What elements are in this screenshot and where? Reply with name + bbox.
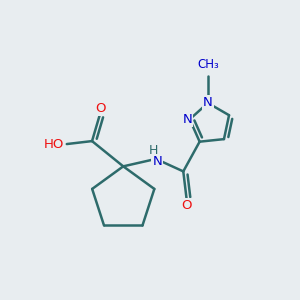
Text: HO: HO <box>44 138 64 151</box>
Text: N: N <box>203 61 213 74</box>
Text: O: O <box>95 102 106 115</box>
Text: N: N <box>153 155 162 168</box>
Text: CH₃: CH₃ <box>197 58 219 71</box>
Text: O: O <box>182 199 192 212</box>
Text: N: N <box>203 97 213 110</box>
Text: H: H <box>148 143 158 157</box>
Text: N: N <box>182 113 192 126</box>
